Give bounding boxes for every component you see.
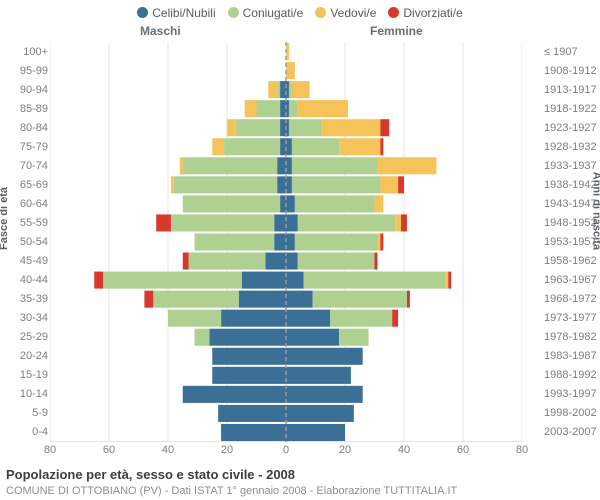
y-left-tick: 100+	[0, 46, 48, 58]
female-header: Femmine	[370, 24, 423, 38]
y-right-tick: 1928-1932	[538, 141, 600, 153]
y-left-tick: 95-99	[0, 65, 48, 77]
y-right-tick: 1983-1987	[538, 350, 600, 362]
legend-label: Coniugati/e	[243, 6, 304, 20]
legend-swatch	[228, 7, 239, 18]
y-left-tick: 80-84	[0, 122, 48, 134]
legend-item: Coniugati/e	[228, 6, 304, 20]
chart-svg	[50, 42, 522, 442]
x-tick: 0	[283, 444, 289, 456]
legend-swatch	[315, 7, 326, 18]
legend-swatch	[388, 7, 399, 18]
legend-swatch	[137, 7, 148, 18]
y-left-tick: 45-49	[0, 255, 48, 267]
y-right-tick: 1948-1952	[538, 217, 600, 229]
x-axis-labels: 80604020020406080	[50, 444, 522, 458]
male-header: Maschi	[140, 24, 181, 38]
chart-subtitle: COMUNE DI OTTOBIANO (PV) - Dati ISTAT 1°…	[6, 485, 457, 497]
x-tick: 20	[339, 444, 351, 456]
y-right-tick: 1953-1957	[538, 236, 600, 248]
y-left-tick: 70-74	[0, 160, 48, 172]
y-right-tick: 1988-1992	[538, 369, 600, 381]
y-right-tick: 1938-1942	[538, 179, 600, 191]
legend-item: Celibi/Nubili	[137, 6, 215, 20]
y-right-tick: 1978-1982	[538, 331, 600, 343]
y-left-tick: 15-19	[0, 369, 48, 381]
y-left-tick: 25-29	[0, 331, 48, 343]
legend-item: Divorziati/e	[388, 6, 462, 20]
x-tick: 60	[103, 444, 115, 456]
x-tick: 60	[457, 444, 469, 456]
x-tick: 40	[398, 444, 410, 456]
legend-label: Vedovi/e	[330, 6, 376, 20]
y-right-tick: 1913-1917	[538, 84, 600, 96]
x-tick: 20	[221, 444, 233, 456]
figure: Celibi/Nubili Coniugati/e Vedovi/e Divorzia…	[0, 0, 600, 500]
x-tick: 80	[516, 444, 528, 456]
y-right-tick: 1958-1962	[538, 255, 600, 267]
plot-area	[50, 42, 522, 442]
y-left-tick: 20-24	[0, 350, 48, 362]
y-right-tick: 1943-1947	[538, 198, 600, 210]
y-right-tick: 1993-1997	[538, 388, 600, 400]
y-left-tick: 50-54	[0, 236, 48, 248]
y-right-tick: 2003-2007	[538, 426, 600, 438]
y-right-tick: ≤ 1907	[538, 46, 600, 58]
y-left-tick: 55-59	[0, 217, 48, 229]
y-left-tick: 75-79	[0, 141, 48, 153]
y-axis-right-labels: 2003-2007 1998-2002 1993-1997 1988-1992 1983…	[538, 42, 600, 442]
y-right-tick: 1923-1927	[538, 122, 600, 134]
y-right-tick: 1963-1967	[538, 274, 600, 286]
y-right-tick: 1933-1937	[538, 160, 600, 172]
legend-item: Vedovi/e	[315, 6, 376, 20]
y-right-tick: 1973-1977	[538, 312, 600, 324]
legend-label: Divorziati/e	[403, 6, 462, 20]
chart-title: Popolazione per età, sesso e stato civil…	[6, 467, 295, 482]
y-right-tick: 1918-1922	[538, 103, 600, 115]
x-tick: 80	[44, 444, 56, 456]
y-left-tick: 40-44	[0, 274, 48, 286]
y-left-tick: 5-9	[0, 407, 48, 419]
y-left-tick: 65-69	[0, 179, 48, 191]
legend: Celibi/Nubili Coniugati/e Vedovi/e Divorzia…	[0, 6, 600, 20]
y-left-tick: 85-89	[0, 103, 48, 115]
y-left-tick: 30-34	[0, 312, 48, 324]
legend-label: Celibi/Nubili	[152, 6, 215, 20]
y-left-tick: 35-39	[0, 293, 48, 305]
y-axis-left-labels: 0-4 5-9 10-14 15-19 20-24 25-29 30-34 35-39 40-4…	[0, 42, 48, 442]
y-left-tick: 0-4	[0, 426, 48, 438]
y-left-tick: 60-64	[0, 198, 48, 210]
y-right-tick: 1968-1972	[538, 293, 600, 305]
y-left-tick: 10-14	[0, 388, 48, 400]
y-left-tick: 90-94	[0, 84, 48, 96]
y-right-tick: 1998-2002	[538, 407, 600, 419]
y-right-tick: 1908-1912	[538, 65, 600, 77]
x-tick: 40	[162, 444, 174, 456]
